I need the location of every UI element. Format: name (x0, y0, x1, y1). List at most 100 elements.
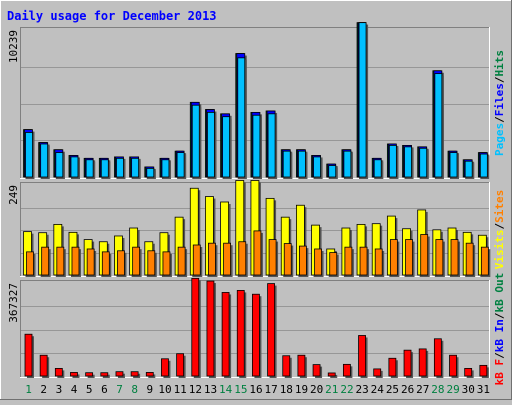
x-tick-label: 22 (340, 383, 353, 396)
bar-kb-day-25 (388, 357, 397, 377)
bar-sites-day-2 (41, 246, 50, 276)
bar-sites-day-16 (253, 230, 262, 276)
bar-pages-day-31 (479, 153, 488, 178)
bar-pages-day-5 (85, 159, 94, 178)
bar-kb-day-27 (418, 348, 427, 377)
x-tick-label: 30 (462, 383, 475, 396)
bar-sites-day-31 (480, 246, 489, 276)
bar-kb-day-28 (433, 338, 442, 377)
bar-pages-day-16 (252, 114, 261, 178)
bar-kb-day-24 (373, 368, 382, 377)
x-tick-label: 25 (386, 383, 399, 396)
bar-kb-day-11 (176, 353, 185, 377)
x-tick-label: 19 (295, 383, 308, 396)
x-tick-label: 21 (325, 383, 338, 396)
panel-2-legend: kB F/kB In/kB Out (493, 273, 506, 386)
bar-sites-day-3 (56, 246, 65, 276)
bar-sites-day-14 (223, 242, 231, 276)
bar-pages-day-6 (100, 159, 109, 178)
bar-kb-day-30 (464, 368, 473, 377)
bar-sites-day-21 (329, 252, 338, 276)
x-tick-label: 3 (56, 383, 63, 396)
bar-kb-day-16 (252, 293, 260, 377)
bar-kb-day-17 (267, 283, 275, 377)
bar-sites-day-30 (465, 242, 474, 276)
bar-kb-day-29 (449, 354, 457, 377)
bar-pages-day-13 (207, 111, 215, 178)
bar-pages-day-4 (70, 156, 79, 178)
bar-pages-day-1 (25, 132, 33, 178)
bar-sites-day-6 (101, 251, 110, 276)
x-tick-label: 13 (204, 383, 217, 396)
bar-kb-day-20 (312, 364, 321, 377)
bar-sites-day-17 (268, 239, 277, 276)
bar-pages-day-24 (373, 159, 382, 178)
x-tick-label: 29 (446, 383, 459, 396)
bar-sites-day-23 (359, 246, 368, 276)
panel-0-legend: Pages/Files/Hits (493, 50, 506, 156)
bar-pages-day-21 (328, 165, 337, 178)
x-tick-label: 20 (310, 383, 323, 396)
bar-pages-day-11 (176, 152, 185, 178)
x-tick-label: 31 (477, 383, 490, 396)
bar-sites-day-27 (420, 234, 429, 276)
legend-item: kB F (493, 359, 506, 386)
bar-kb-day-8 (130, 371, 139, 377)
bar-sites-day-20 (314, 248, 322, 276)
bar-pages-day-27 (419, 147, 428, 178)
x-tick-label: 18 (280, 383, 293, 396)
panel-0-max-label: 10239 (7, 30, 20, 63)
x-tick-label: 14 (219, 383, 233, 396)
bar-sites-day-1 (26, 251, 34, 276)
bar-sites-day-28 (435, 239, 444, 276)
bar-pages-day-23 (358, 22, 367, 178)
legend-item: / (493, 116, 506, 123)
bar-sites-day-5 (86, 248, 95, 276)
x-tick-label: 4 (71, 383, 78, 396)
bar-pages-day-15 (237, 57, 246, 178)
bar-sites-day-4 (71, 246, 80, 276)
bar-sites-day-22 (344, 246, 353, 276)
bar-sites-day-25 (389, 239, 398, 276)
bar-sites-day-29 (450, 239, 459, 276)
bar-kb-day-31 (479, 364, 488, 377)
bar-pages-day-2 (40, 143, 49, 178)
legend-item: / (493, 223, 506, 230)
x-tick-label: 10 (158, 383, 171, 396)
bar-kb-day-21 (327, 372, 336, 377)
x-tick-label: 17 (265, 383, 278, 396)
x-tick-label: 12 (189, 383, 202, 396)
x-tick-label: 6 (101, 383, 108, 396)
bar-pages-day-22 (343, 150, 352, 178)
bar-kb-day-5 (85, 372, 94, 377)
bar-kb-day-14 (221, 292, 230, 377)
bar-pages-day-28 (434, 73, 443, 178)
x-tick-label: 23 (356, 383, 369, 396)
panel-2-max-label: 367327 (7, 283, 20, 323)
legend-item: / (493, 312, 506, 319)
legend-item: Sites (493, 190, 506, 223)
bar-kb-day-7 (115, 371, 124, 377)
bar-kb-day-10 (161, 358, 169, 377)
x-tick-label: 16 (249, 383, 262, 396)
bar-sites-day-18 (283, 243, 292, 276)
bar-sites-day-24 (374, 248, 383, 276)
bar-pages-day-19 (298, 150, 306, 178)
bar-pages-day-26 (404, 146, 412, 178)
bar-kb-day-26 (403, 349, 412, 377)
bar-kb-day-1 (24, 333, 33, 377)
bar-pages-day-17 (267, 113, 276, 178)
bar-pages-day-3 (55, 152, 64, 178)
legend-item: Hits (493, 50, 506, 77)
legend-item: / (493, 76, 506, 83)
bar-sites-day-10 (162, 251, 171, 276)
x-tick-label: 7 (116, 383, 123, 396)
bar-sites-day-15 (238, 241, 247, 276)
bar-pages-day-25 (388, 145, 397, 178)
x-tick-label: 26 (401, 383, 414, 396)
x-tick-label: 11 (174, 383, 187, 396)
bar-pages-day-18 (282, 150, 291, 178)
x-tick-label: 5 (86, 383, 93, 396)
bar-kb-day-12 (191, 277, 200, 377)
